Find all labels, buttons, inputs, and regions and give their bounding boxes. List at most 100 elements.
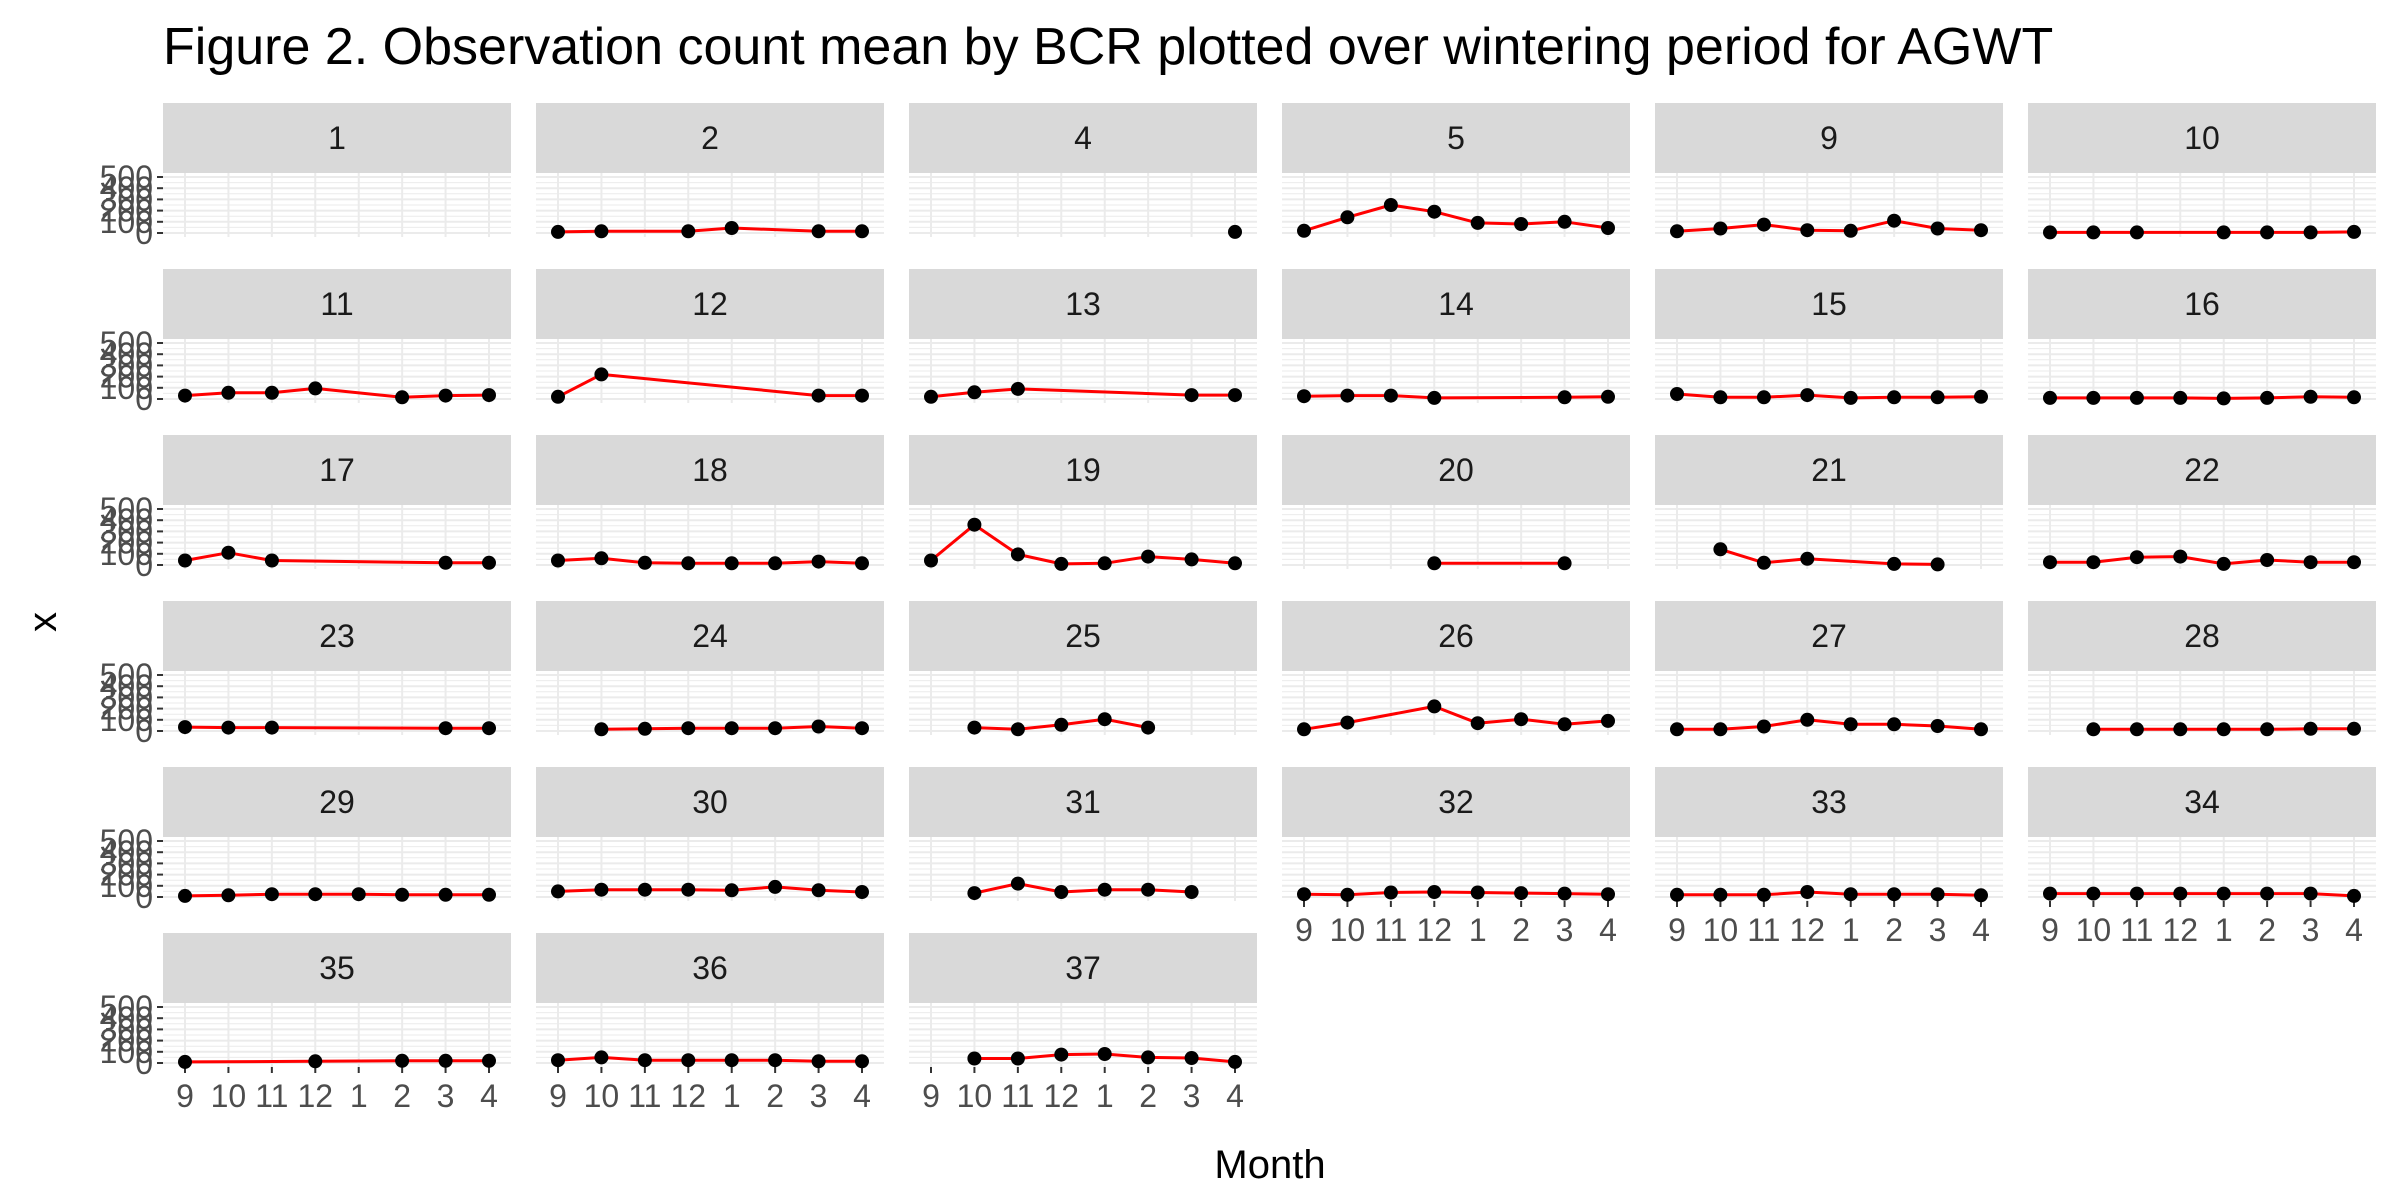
data-point (1800, 712, 1815, 727)
series-line (1677, 718, 1982, 731)
x-tick-label: 9 (2041, 912, 2059, 948)
series-line (1676, 392, 1982, 400)
series-line (557, 226, 862, 234)
facet-strip (909, 103, 1257, 173)
facet-panel-28: 28 (2028, 601, 2376, 737)
data-point (2086, 225, 2101, 240)
data-point (1514, 217, 1529, 231)
x-tick-label: 2 (1512, 912, 1530, 948)
y-tick-label: 0 (135, 879, 153, 915)
data-point (681, 882, 696, 897)
data-point (1097, 712, 1112, 727)
data-point (1054, 717, 1069, 732)
data-point (1756, 217, 1771, 232)
data-point (2347, 721, 2361, 736)
facet-panel-4: 4 (909, 103, 1257, 239)
data-point (1930, 221, 1945, 236)
data-point (438, 1053, 453, 1068)
facet-panel-19: 19 (909, 435, 1257, 571)
data-point (2303, 225, 2318, 240)
facet-panel-34: 349 10 11 12 1 2 3 4 (2028, 767, 2376, 948)
facet-strip-label: 24 (692, 618, 728, 654)
data-point (1514, 712, 1529, 727)
facet-panel-32: 329 10 11 12 1 2 3 4 (1282, 767, 1630, 948)
facet-panel-37: 379 10 11 12 1 2 3 4 (909, 933, 1257, 1114)
data-point (2173, 886, 2188, 901)
data-point (1010, 381, 1025, 396)
data-point (438, 388, 453, 403)
data-point (2303, 389, 2318, 404)
x-tick-label: 9 (549, 1078, 567, 1114)
data-point (1887, 390, 1902, 405)
y-tick-label: 500 (100, 989, 153, 1025)
data-point (2173, 722, 2188, 737)
series-line (184, 892, 489, 898)
data-point (1557, 556, 1572, 571)
x-tick-label: 11 (2120, 912, 2153, 948)
facet-panel-27: 27 (1655, 601, 2003, 737)
series-line (1303, 394, 1609, 400)
data-point (1427, 204, 1442, 219)
data-point (264, 385, 279, 400)
facet-strip (909, 601, 1257, 671)
facet-strip-label: 25 (1065, 618, 1101, 654)
y-tick-label: 0 (135, 547, 153, 583)
y-tick-label: 500 (100, 325, 153, 361)
data-point (351, 887, 366, 902)
x-tick-label: 3 (2302, 912, 2320, 948)
facet-strip-label: 22 (2184, 452, 2220, 488)
facet-strip-label: 5 (1447, 120, 1465, 156)
data-point (1514, 886, 1529, 901)
data-point (1843, 887, 1858, 902)
x-tick-label: 2 (1885, 912, 1903, 948)
facet-strip (1655, 103, 2003, 173)
facet-strip (163, 269, 511, 339)
data-point (1887, 213, 1902, 228)
facet-strip (536, 103, 884, 173)
data-point (1887, 556, 1902, 571)
data-point (768, 879, 783, 894)
facet-panel-10: 10 (2028, 103, 2376, 240)
y-tick-label: 300 (100, 513, 153, 549)
x-tick-label: 10 (211, 1078, 247, 1114)
data-point (768, 556, 783, 571)
data-point (1843, 223, 1858, 238)
data-point (1843, 717, 1858, 732)
data-point (1601, 389, 1615, 404)
data-point (2043, 225, 2057, 240)
data-point (178, 388, 192, 403)
facet-strip-label: 4 (1074, 120, 1092, 156)
data-point (594, 1050, 609, 1065)
facet-panel-36: 369 10 11 12 1 2 3 4 (536, 933, 884, 1114)
data-point (1800, 885, 1815, 899)
x-tick-label: 9 (922, 1078, 940, 1114)
data-point (1010, 722, 1025, 737)
data-point (2086, 886, 2101, 901)
data-point (1340, 210, 1355, 225)
chart-title: Figure 2. Observation count mean by BCR … (163, 18, 2053, 76)
data-point (264, 553, 279, 568)
data-point (1097, 556, 1112, 571)
x-tick-label: 11 (255, 1078, 288, 1114)
y-tick-label: 400 (100, 834, 153, 870)
data-point (1228, 1054, 1242, 1069)
data-point (1010, 1051, 1025, 1066)
facet-strip (1282, 767, 1630, 837)
data-point (2216, 556, 2231, 571)
data-point (2043, 886, 2057, 901)
facet-panel-16: 16 (2028, 269, 2376, 406)
data-point (637, 882, 652, 897)
data-point (1184, 388, 1199, 403)
y-tick-label: 100 (100, 536, 153, 572)
data-point (967, 886, 982, 901)
data-point (1670, 722, 1684, 737)
x-tick-label: 1 (2215, 912, 2233, 948)
x-tick-label: 4 (480, 1078, 498, 1114)
data-point (2216, 225, 2231, 240)
y-tick-label: 200 (100, 691, 153, 727)
data-point (1340, 887, 1355, 902)
facet-strip (909, 435, 1257, 505)
x-tick-label: 2 (393, 1078, 411, 1114)
